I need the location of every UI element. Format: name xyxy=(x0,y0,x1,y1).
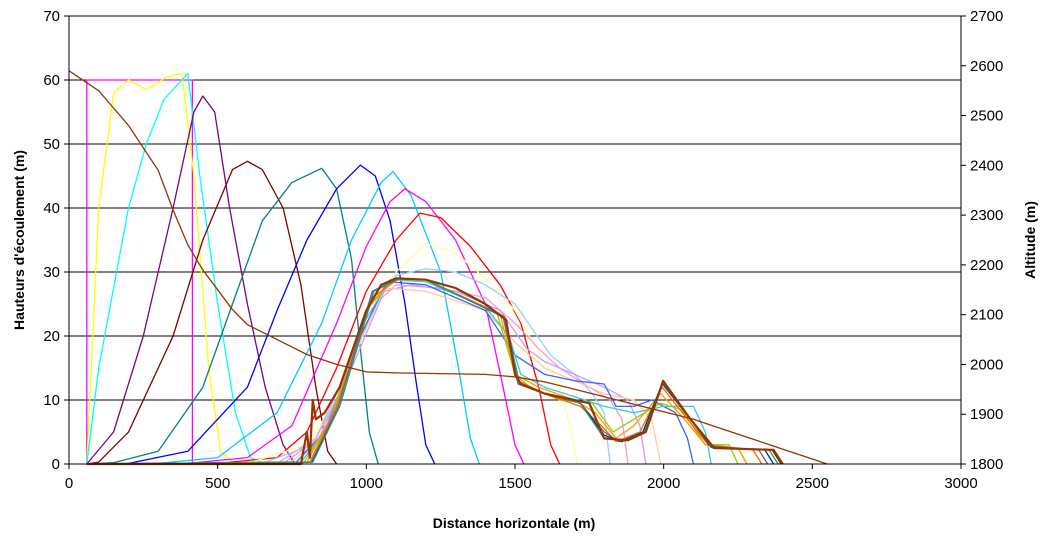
x-axis-title: Distance horizontale (m) xyxy=(433,515,596,531)
y-tick-label: 30 xyxy=(43,264,60,281)
x-tick-label: 2500 xyxy=(796,475,829,492)
gridlines xyxy=(69,15,961,401)
y-tick-label: 20 xyxy=(43,328,60,345)
series-line xyxy=(86,160,338,465)
series-line xyxy=(86,277,784,466)
y2-tick-label: 1900 xyxy=(970,406,1003,423)
y-axis-title: Hauteurs d'écoulement (m) xyxy=(11,150,27,330)
series-line xyxy=(86,72,266,465)
x-tick-label: 1000 xyxy=(350,475,383,492)
series-line xyxy=(86,284,647,465)
y2-tick-label: 2100 xyxy=(970,307,1003,324)
series-line xyxy=(86,170,480,465)
x-tick-label: 0 xyxy=(65,475,73,492)
axes xyxy=(64,15,966,469)
x-tick-label: 500 xyxy=(205,475,230,492)
y2-tick-label: 2200 xyxy=(970,257,1003,274)
x-tick-label: 2000 xyxy=(647,475,680,492)
terrain-layer xyxy=(68,70,828,465)
y2-axis-title: Altitude (m) xyxy=(1022,201,1038,279)
series-line xyxy=(86,188,525,465)
y-tick-label: 40 xyxy=(43,200,60,217)
tick-labels: 0 10 20 30 40 50 60 70 1800 1900 2000 2100 2200 2300 2… xyxy=(43,8,1003,492)
series-line xyxy=(86,242,579,465)
x-tick-label: 3000 xyxy=(944,475,977,492)
x-tick-label: 1500 xyxy=(498,475,531,492)
y2-tick-label: 2000 xyxy=(970,356,1003,373)
y2-tick-label: 2400 xyxy=(970,157,1003,174)
series-line xyxy=(86,72,236,465)
y-tick-label: 70 xyxy=(43,8,60,25)
series-line xyxy=(86,95,296,465)
terrain-profile-line xyxy=(68,70,828,465)
y2-tick-label: 1800 xyxy=(970,456,1003,473)
y-tick-label: 50 xyxy=(43,136,60,153)
series-line xyxy=(86,284,629,465)
y2-tick-label: 2600 xyxy=(970,58,1003,75)
y2-tick-label: 2700 xyxy=(970,8,1003,25)
y-tick-label: 0 xyxy=(52,456,60,473)
y-tick-label: 10 xyxy=(43,392,60,409)
series-line xyxy=(86,212,561,465)
y2-tick-label: 2500 xyxy=(970,108,1003,125)
y-tick-label: 60 xyxy=(43,72,60,89)
y2-tick-label: 2300 xyxy=(970,207,1003,224)
series-layer xyxy=(86,72,784,466)
